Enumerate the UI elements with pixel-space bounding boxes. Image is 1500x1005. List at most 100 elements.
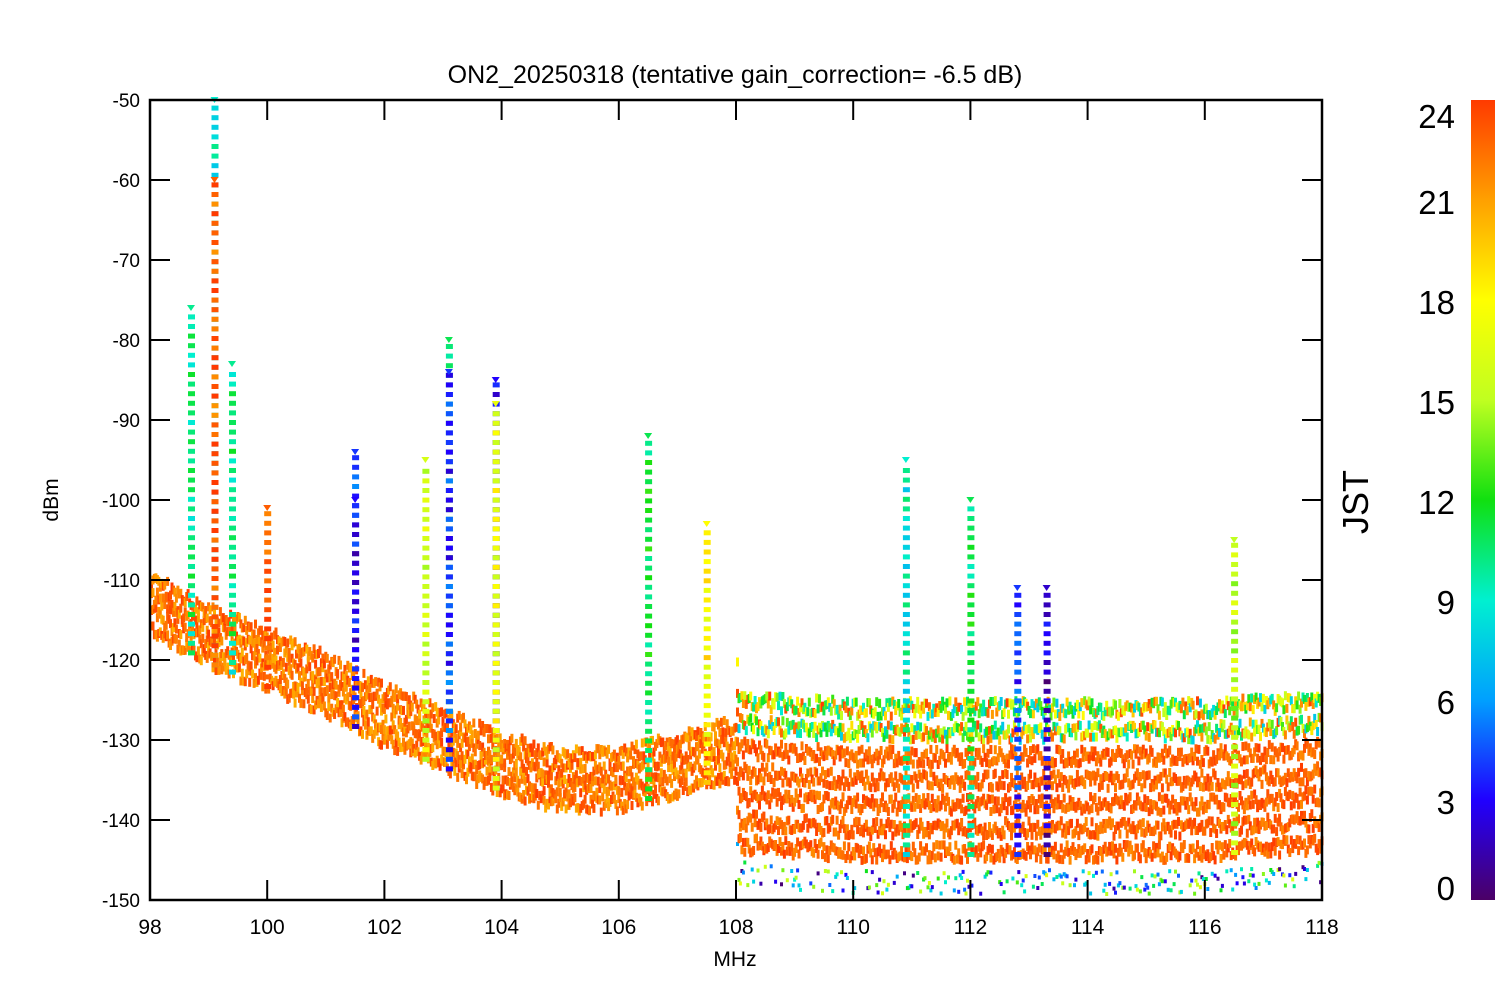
noise-point: [982, 793, 986, 803]
signal-point: [422, 603, 430, 609]
noise-point: [1292, 729, 1296, 739]
noise-point: [873, 848, 877, 858]
noise-point: [450, 741, 454, 751]
noise-point: [239, 676, 243, 686]
noise-point: [522, 769, 526, 779]
noise-point: [520, 774, 524, 784]
signal-point: [211, 124, 219, 130]
noise-point: [1157, 792, 1161, 802]
noise-point: [179, 588, 183, 598]
noise-point: [1153, 775, 1157, 785]
signal-point: [211, 316, 219, 322]
noise-point: [765, 795, 769, 805]
noise-point: [566, 749, 570, 759]
signal-point: [445, 363, 453, 369]
noise-point: [787, 841, 791, 850]
noise-point: [1105, 700, 1109, 710]
noise-point: [602, 761, 606, 771]
noise-point: [1116, 711, 1120, 721]
noise-point: [1278, 867, 1282, 872]
noise-point: [199, 639, 203, 649]
noise-point: [1198, 724, 1202, 734]
noise-point: [891, 735, 895, 745]
noise-point: [1163, 702, 1167, 712]
noise-point: [1223, 709, 1227, 718]
noise-point: [1045, 873, 1049, 878]
noise-point: [1130, 845, 1134, 855]
noise-point: [917, 794, 921, 804]
signal-point: [211, 336, 219, 341]
noise-point: [1156, 848, 1160, 858]
noise-point: [374, 677, 378, 687]
noise-point: [875, 883, 879, 888]
signal-point: [445, 545, 453, 551]
noise-point: [1219, 888, 1223, 893]
noise-point: [828, 805, 832, 815]
noise-point: [945, 818, 949, 828]
noise-point: [684, 768, 688, 778]
signal-point: [445, 603, 453, 609]
noise-point: [790, 699, 794, 709]
noise-point: [1144, 803, 1148, 812]
noise-point: [966, 854, 969, 864]
noise-point: [856, 825, 860, 835]
noise-point: [526, 774, 530, 784]
noise-point: [1135, 744, 1139, 754]
noise-point: [1215, 829, 1219, 838]
noise-point: [1131, 779, 1135, 789]
noise-point: [816, 704, 820, 714]
noise-point: [673, 759, 676, 769]
noise-point: [1241, 781, 1245, 791]
noise-point: [1058, 745, 1062, 755]
noise-point: [183, 598, 187, 608]
signal-point: [264, 674, 272, 680]
noise-point: [623, 781, 627, 791]
noise-point: [1049, 770, 1053, 780]
noise-point: [151, 588, 155, 598]
noise-point: [1292, 799, 1296, 809]
noise-point: [854, 816, 858, 826]
noise-point: [532, 739, 536, 749]
noise-point: [996, 848, 1000, 858]
signal-point: [188, 314, 195, 320]
noise-point: [768, 824, 772, 834]
noise-point: [919, 841, 923, 851]
noise-point: [897, 826, 901, 836]
noise-point: [1270, 693, 1274, 703]
noise-point: [170, 599, 174, 609]
noise-point: [418, 729, 422, 739]
noise-point: [935, 803, 939, 813]
noise-point: [1152, 841, 1156, 851]
noise-point: [384, 733, 388, 743]
noise-point: [337, 684, 341, 694]
noise-point: [1174, 869, 1177, 874]
noise-point: [958, 873, 962, 878]
noise-point: [1250, 777, 1254, 787]
noise-point: [1134, 749, 1138, 759]
signal-point: [229, 381, 236, 387]
noise-point: [695, 775, 698, 785]
noise-point: [812, 789, 816, 799]
noise-point: [169, 619, 172, 629]
noise-point: [1055, 875, 1059, 879]
noise-point: [919, 889, 923, 894]
noise-point: [321, 693, 325, 703]
noise-point: [359, 689, 363, 699]
noise-point: [826, 854, 830, 864]
noise-point: [1140, 875, 1144, 880]
noise-point: [746, 771, 750, 781]
noise-point: [1276, 837, 1280, 847]
noise-point: [1231, 887, 1235, 892]
noise-point: [1247, 730, 1251, 740]
noise-point: [447, 730, 451, 739]
noise-point: [1075, 748, 1079, 758]
noise-point: [361, 682, 364, 692]
signal-point: [445, 516, 453, 522]
noise-point: [1099, 757, 1103, 767]
noise-point: [1094, 757, 1098, 767]
noise-point: [533, 762, 537, 772]
noise-point: [438, 761, 442, 771]
noise-point: [1005, 770, 1009, 779]
noise-point: [311, 653, 315, 663]
noise-point: [530, 747, 534, 757]
